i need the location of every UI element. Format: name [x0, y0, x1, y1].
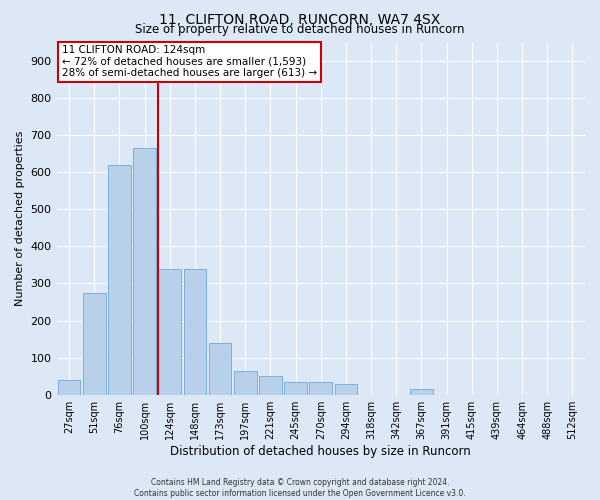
Bar	[259, 376, 282, 394]
Bar	[83, 293, 106, 394]
Bar	[335, 384, 357, 394]
Text: Size of property relative to detached houses in Runcorn: Size of property relative to detached ho…	[135, 22, 465, 36]
Y-axis label: Number of detached properties: Number of detached properties	[15, 131, 25, 306]
Text: 11 CLIFTON ROAD: 124sqm
← 72% of detached houses are smaller (1,593)
28% of semi: 11 CLIFTON ROAD: 124sqm ← 72% of detache…	[62, 46, 317, 78]
Bar	[410, 389, 433, 394]
Bar	[209, 343, 232, 394]
Text: 11, CLIFTON ROAD, RUNCORN, WA7 4SX: 11, CLIFTON ROAD, RUNCORN, WA7 4SX	[160, 12, 440, 26]
Bar	[284, 382, 307, 394]
Bar	[310, 382, 332, 394]
Bar	[108, 165, 131, 394]
Bar	[58, 380, 80, 394]
X-axis label: Distribution of detached houses by size in Runcorn: Distribution of detached houses by size …	[170, 444, 471, 458]
Bar	[133, 148, 156, 394]
Text: Contains HM Land Registry data © Crown copyright and database right 2024.
Contai: Contains HM Land Registry data © Crown c…	[134, 478, 466, 498]
Bar	[158, 268, 181, 394]
Bar	[234, 370, 257, 394]
Bar	[184, 268, 206, 394]
